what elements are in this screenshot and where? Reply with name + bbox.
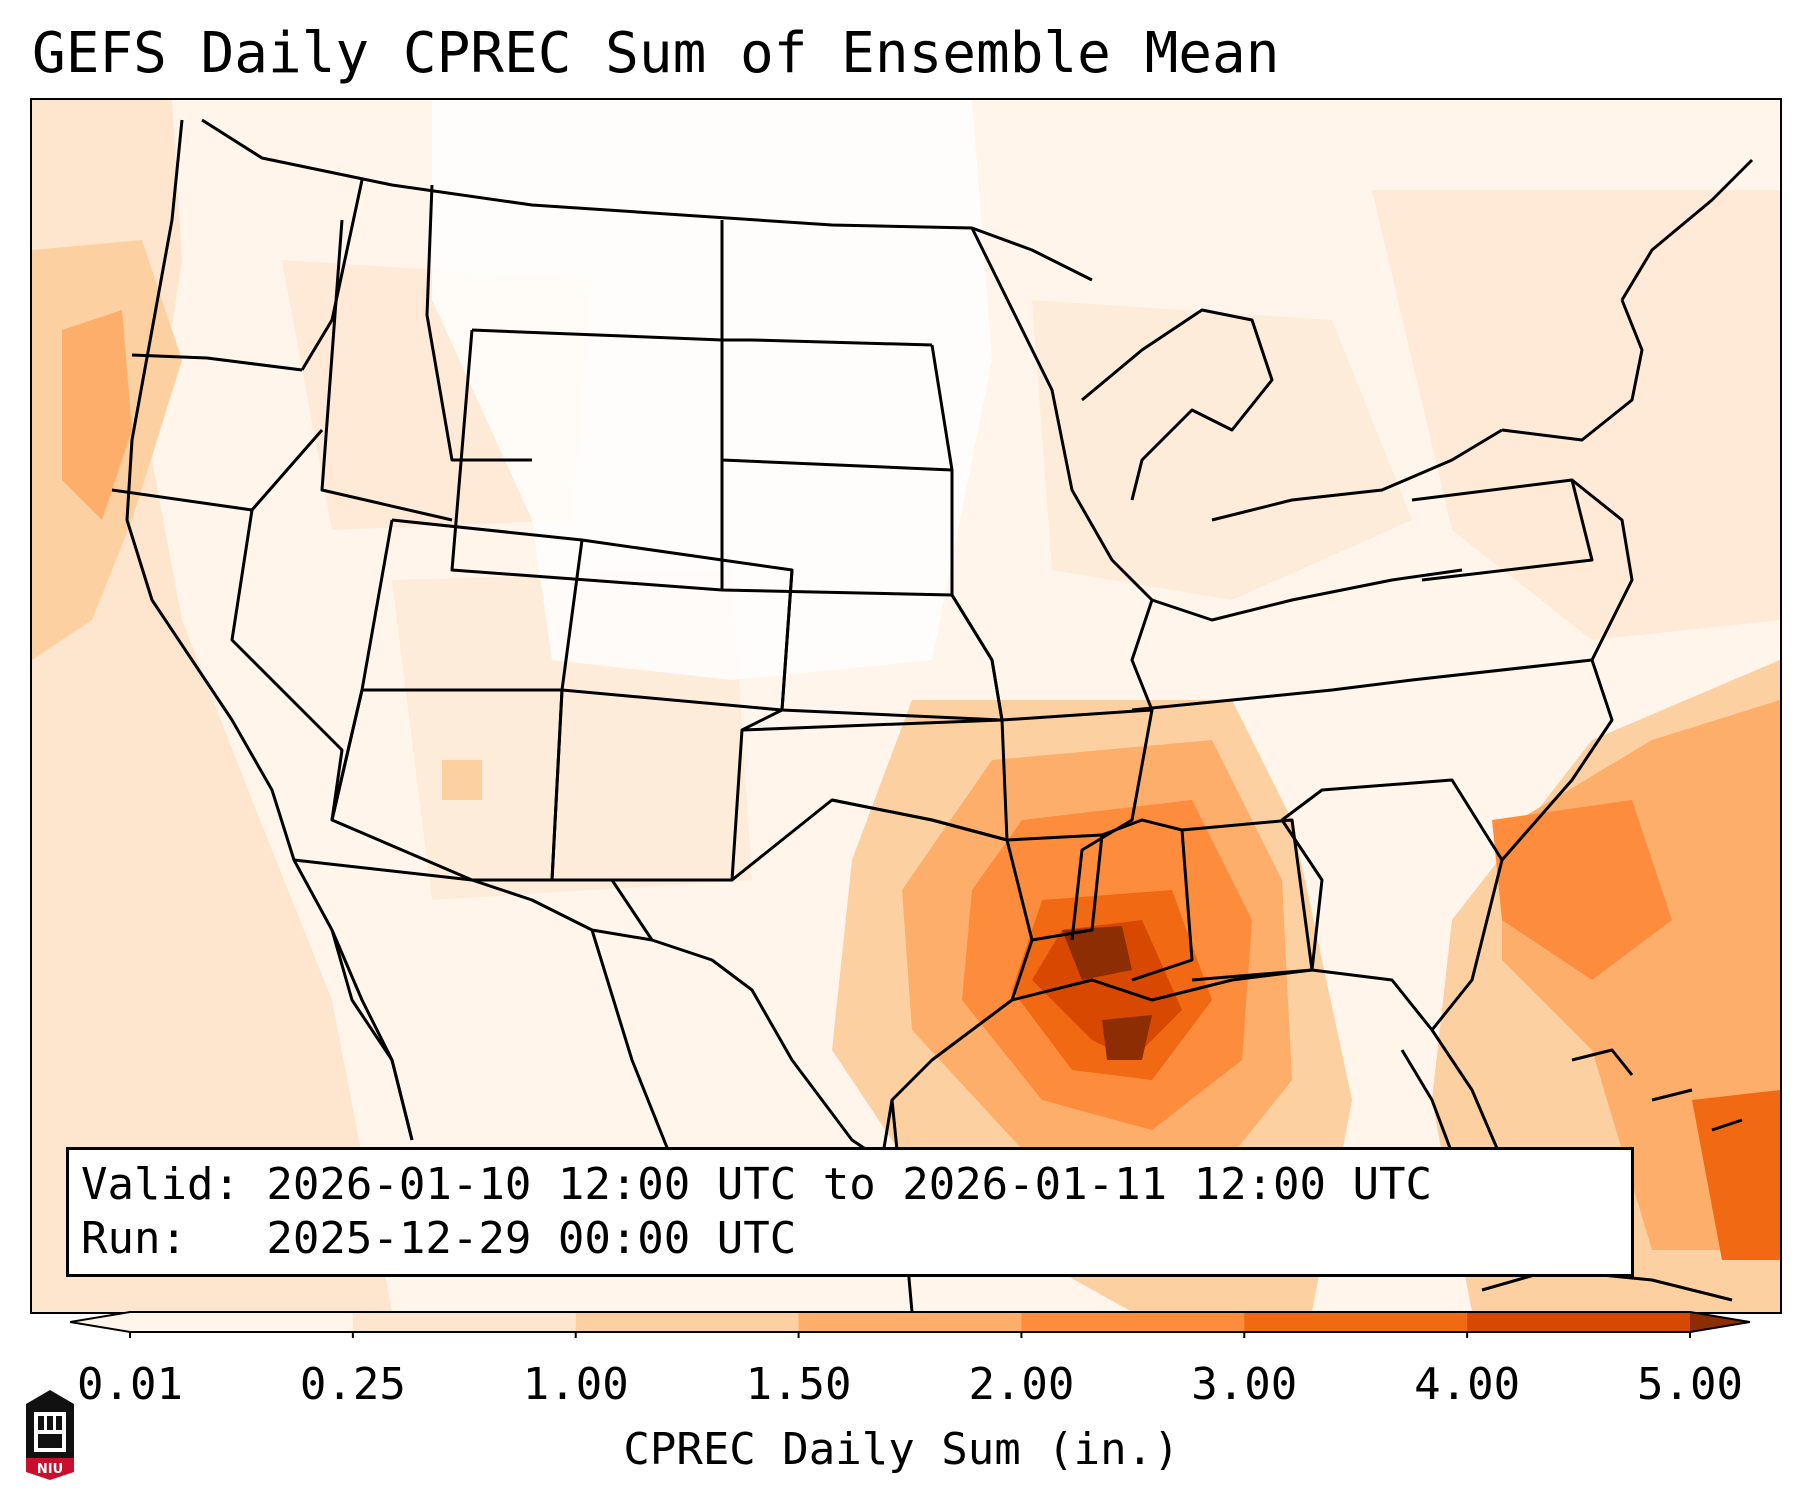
- precip-pacific-core: [62, 310, 132, 520]
- idaho-east: [320, 219, 453, 522]
- lake-erie-ontario: [1211, 428, 1503, 522]
- carolina-coast: [1500, 659, 1614, 861]
- precip-atlantic-max: [1492, 800, 1672, 980]
- precip-great-lakes: [1032, 300, 1412, 600]
- mississippi-valley: [930, 344, 1154, 941]
- logo-shield-bottom: [26, 1458, 74, 1480]
- valid-time-box: Valid: 2026-01-10 12:00 UTC to 2026-01-1…: [66, 1147, 1634, 1277]
- arkansas-louisiana: [1006, 833, 1104, 942]
- upper-midwest: [970, 227, 1154, 711]
- nd-south: [751, 338, 933, 347]
- colorbar-tick-label: 0.01: [77, 1359, 183, 1410]
- ohio-valley: [1151, 568, 1463, 622]
- valid-line: Valid: 2026-01-10 12:00 UTC to 2026-01-1…: [81, 1159, 1433, 1210]
- mt-id-border: [425, 184, 532, 462]
- colorbar-segment: [1244, 1312, 1468, 1332]
- wy-border: [450, 329, 723, 592]
- colorbar-tick-label: 2.00: [968, 1359, 1075, 1410]
- colorbar-tick-label: 3.00: [1191, 1359, 1298, 1410]
- colorbar-segment: [575, 1312, 800, 1332]
- colorbar: [70, 1311, 1750, 1338]
- nv-ca-border: [230, 509, 344, 821]
- precip-louisiana-max: [1062, 926, 1132, 980]
- colorbar-extend-min: [70, 1312, 130, 1332]
- precip-dry-plains: [432, 100, 992, 680]
- colorbar-segment: [352, 1312, 577, 1332]
- lake-michigan-region: [1081, 308, 1274, 501]
- colorbar-extend-max: [1690, 1312, 1750, 1332]
- run-line: Run: 2025-12-29 00:00 UTC: [81, 1213, 797, 1264]
- alabama-state: [1181, 818, 1314, 982]
- colorbar-segment: [798, 1312, 1022, 1332]
- precipitation-map: [30, 98, 1782, 1314]
- wa-or-border: [131, 353, 303, 372]
- bahamas: [1571, 1048, 1743, 1132]
- utah-border: [362, 518, 584, 692]
- mid-atlantic-coast: [1571, 478, 1634, 661]
- colorbar-segment: [1467, 1312, 1691, 1332]
- canada-border: [201, 118, 1093, 282]
- colorbar-tick-label: 4.00: [1414, 1359, 1521, 1410]
- georgia-carolina: [1280, 778, 1504, 1031]
- chart-title: GEFS Daily CPREC Sum of Ensemble Mean: [32, 21, 1280, 86]
- colorbar-tick-label: 1.50: [745, 1359, 852, 1410]
- niu-logo: NIU: [26, 1390, 74, 1480]
- precip-arizona-spot: [442, 760, 482, 800]
- precip-northeast: [1372, 190, 1780, 640]
- colorbar-tick-label: 5.00: [1637, 1359, 1743, 1410]
- pacific-coast: [125, 119, 414, 1141]
- precip-field: [32, 100, 1780, 1312]
- id-west-border: [300, 179, 364, 371]
- precip-gulf-max: [1102, 1015, 1152, 1060]
- new-england-border: [1620, 158, 1754, 301]
- mexico-border: [293, 858, 653, 942]
- pennsylvania-border: [1411, 478, 1594, 582]
- colorbar-tick-label: 0.25: [299, 1359, 406, 1410]
- map-canvas: [32, 100, 1780, 1312]
- precip-caribbean: [1692, 1090, 1780, 1260]
- colorbar-label: CPREC Daily Sum (in.): [623, 1424, 1180, 1475]
- colorbar-segment: [130, 1312, 354, 1332]
- new-york-border: [1501, 299, 1644, 442]
- logo-text: NIU: [37, 1462, 63, 1477]
- colorbar-tick-label: 1.00: [522, 1359, 629, 1410]
- tn-nc-border: [1131, 658, 1593, 712]
- colorbar-segment: [1021, 1312, 1245, 1332]
